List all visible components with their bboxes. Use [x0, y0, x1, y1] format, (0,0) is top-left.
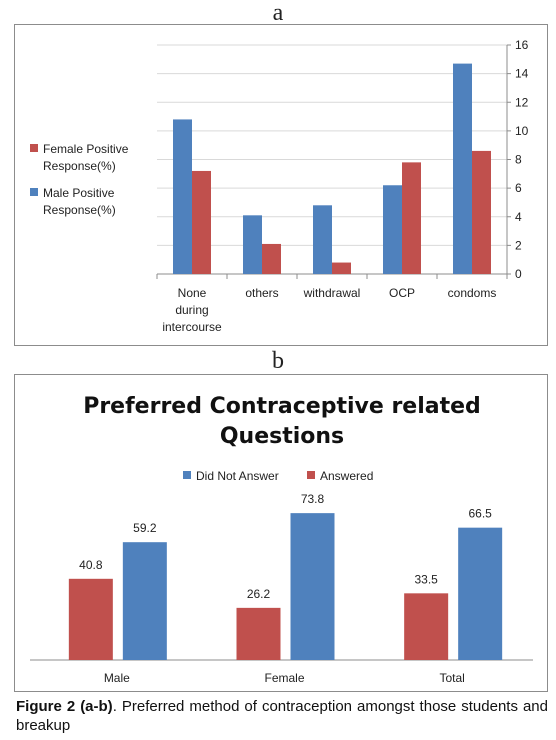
- data-label: 26.2: [247, 587, 271, 601]
- y-tick-label: 12: [515, 95, 529, 109]
- bar-did-not-answer-0: [122, 542, 167, 660]
- chart-b-title-line2: Questions: [220, 424, 344, 449]
- legend-label: Response(%): [43, 203, 116, 217]
- bar-male-0: [173, 119, 192, 274]
- legend-swatch: [307, 471, 315, 479]
- chart-a-frame: 0 2 4 6 8 10 12 14 16 None during intercourse others…: [14, 24, 548, 346]
- bar-answered-1: [236, 607, 281, 660]
- legend-swatch: [183, 471, 191, 479]
- x-tick-label: during: [175, 303, 208, 317]
- bar-answered-0: [68, 578, 113, 660]
- data-label: 66.5: [468, 507, 492, 521]
- bar-male-3: [383, 185, 402, 274]
- bar-did-not-answer-1: [290, 513, 335, 660]
- legend-label: Did Not Answer: [196, 469, 279, 483]
- data-label: 59.2: [133, 521, 157, 535]
- bar-female-3: [402, 162, 421, 274]
- figure-caption: Figure 2 (a-b). Preferred method of cont…: [16, 697, 548, 735]
- chart-b-title: Preferred Contraceptive related: [83, 394, 481, 419]
- panel-b-label: b: [272, 348, 284, 374]
- y-tick-label: 8: [515, 153, 522, 167]
- panel-a-label: a: [272, 0, 284, 26]
- x-tick-label: None: [178, 286, 207, 300]
- y-tick-label: 2: [515, 238, 522, 252]
- legend-label: Female Positive: [43, 142, 129, 156]
- legend-label: Response(%): [43, 159, 116, 173]
- data-label: 40.8: [79, 558, 103, 572]
- data-label: 33.5: [414, 572, 438, 586]
- x-tick-label: withdrawal: [303, 286, 361, 300]
- bar-female-2: [332, 262, 351, 274]
- data-label: 73.8: [301, 492, 325, 506]
- y-tick-label: 10: [515, 124, 529, 138]
- caption-label: Figure 2 (a-b): [16, 698, 113, 715]
- x-tick-label: condoms: [448, 286, 497, 300]
- chart-a: 0 2 4 6 8 10 12 14 16 None during intercourse others…: [30, 38, 529, 334]
- bar-female-1: [262, 243, 281, 274]
- x-tick-label: Female: [264, 671, 304, 685]
- x-tick-label: Male: [104, 671, 130, 685]
- y-tick-label: 16: [515, 38, 529, 52]
- chart-b: Preferred Contraceptive related Question…: [30, 394, 533, 685]
- y-tick-label: 4: [515, 210, 522, 224]
- y-tick-label: 0: [515, 267, 522, 281]
- x-tick-label: others: [245, 286, 278, 300]
- x-tick-label: OCP: [389, 286, 415, 300]
- legend-label: Answered: [320, 469, 373, 483]
- chart-b-frame: Preferred Contraceptive related Question…: [14, 374, 548, 692]
- legend-label: Male Positive: [43, 186, 115, 200]
- bar-female-4: [472, 150, 491, 274]
- caption-text: . Preferred method of contraception amon…: [16, 698, 548, 734]
- x-tick-label: Total: [439, 671, 464, 685]
- bar-male-2: [313, 205, 332, 274]
- bar-answered-2: [404, 593, 449, 660]
- bar-did-not-answer-2: [458, 527, 503, 660]
- legend-swatch: [30, 188, 38, 196]
- bar-female-0: [192, 170, 211, 274]
- bar-male-4: [453, 63, 472, 275]
- bar-male-1: [243, 215, 262, 274]
- y-tick-label: 6: [515, 181, 522, 195]
- x-tick-label: intercourse: [162, 320, 222, 334]
- legend-swatch: [30, 144, 38, 152]
- y-tick-label: 14: [515, 67, 529, 81]
